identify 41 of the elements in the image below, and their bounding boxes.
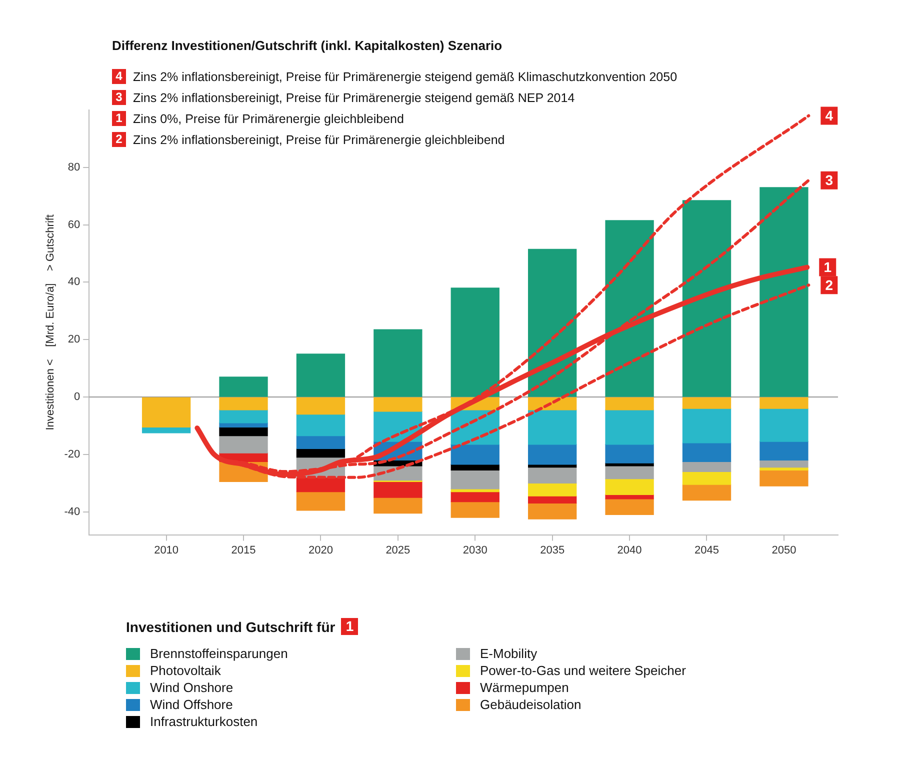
text: 1: [116, 111, 122, 125]
legend-label: Wind Offshore: [149, 696, 234, 713]
legend-label: Photovoltaik: [149, 662, 222, 679]
legend-label: Infrastrukturkosten: [149, 713, 259, 730]
x-tick-label: 2050: [772, 544, 796, 556]
text: 2: [116, 132, 122, 146]
y-tick-label: 0: [74, 391, 80, 404]
series-label: 1: [824, 259, 832, 276]
series-label: 4: [825, 108, 834, 124]
series-label: 3: [825, 172, 834, 188]
y-axis-title: Investitionen < [Mrd. Euro/a] > Gutschrift: [44, 214, 57, 430]
annotation: Zins 2% inflationsbereinigt, Preise für Primärenergie gleichbleibend: [133, 132, 505, 146]
legend-label: Gebäudeisolation: [479, 696, 582, 713]
y-tick-label: 40: [68, 276, 80, 288]
annotation: Zins 0%, Preise für Primärenergie gleichbleibend: [133, 112, 404, 126]
chart-title: Differenz Investitionen/Gutschrift (inkl. Kapitalkosten) Szenario: [112, 38, 502, 53]
text: Zins 2% inflationsbereinigt, Preise für Primärenergie steigend gemäß Klimaschutzkonvention 2050: [133, 70, 678, 84]
y-tick-label: 80: [68, 161, 80, 174]
text: 4: [116, 69, 122, 83]
y-tick-label: 20: [68, 334, 80, 346]
x-tick-label: 2025: [386, 544, 410, 556]
legend-title: Investitionen und Gutschrift für: [126, 618, 336, 634]
text: 1: [346, 618, 354, 634]
y-tick-label: -20: [64, 448, 80, 460]
x-tick-label: 2045: [694, 544, 719, 556]
legend-label: Power-to-Gas und weitere Speicher: [479, 662, 687, 679]
legend-label: Brennstoffeinsparungen: [149, 645, 289, 662]
series-label: 2: [825, 276, 834, 293]
x-tick-label: 2040: [617, 544, 642, 556]
x-tick-label: 2010: [154, 544, 179, 556]
y-tick-label: 60: [68, 218, 80, 231]
text: Zins 2% inflationsbereinigt, Preise für Primärenergie steigend gemäß NEP 2014: [133, 90, 575, 104]
x-tick-label: 2020: [308, 544, 333, 556]
x-tick-label: 2015: [231, 544, 256, 556]
x-tick-label: 2030: [462, 544, 488, 556]
legend-label: Wärmepumpen: [479, 679, 570, 696]
legend-label: E-Mobility: [479, 645, 538, 662]
x-tick-label: 2035: [540, 544, 565, 556]
y-tick-label: -40: [64, 506, 80, 518]
legend-label: Wind Onshore: [149, 679, 234, 696]
text: 3: [116, 90, 122, 104]
